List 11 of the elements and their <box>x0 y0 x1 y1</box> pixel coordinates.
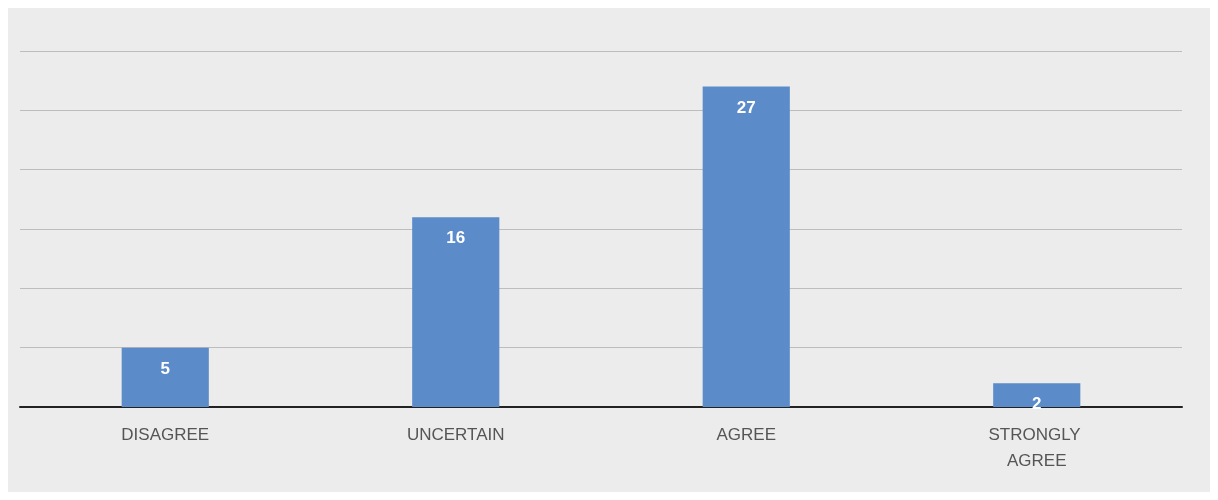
bar <box>993 383 1081 407</box>
bar <box>121 347 209 407</box>
x-tick-label: DISAGREE <box>121 424 210 444</box>
x-tick-label: UNCERTAIN <box>406 424 505 444</box>
x-tick-label: STRONGLY AGREE <box>988 424 1086 470</box>
bar <box>702 86 790 407</box>
data-label: 5 <box>160 358 170 378</box>
x-tick-label: AGREE <box>716 424 777 444</box>
data-label: 16 <box>446 228 466 248</box>
data-label: 27 <box>736 97 756 117</box>
bar <box>412 217 500 407</box>
